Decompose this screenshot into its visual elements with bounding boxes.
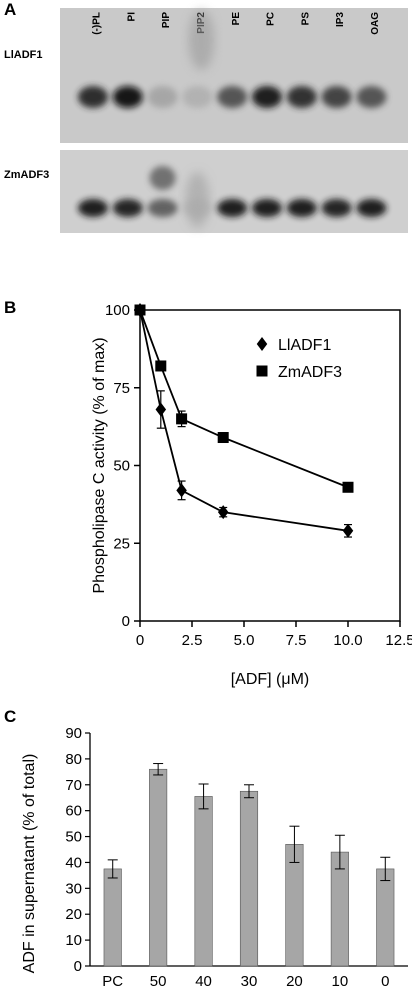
y-axis-label: ADF in supernatant (% of total) — [21, 754, 38, 974]
bar — [103, 868, 122, 967]
data-point-square — [217, 432, 229, 444]
gel-band — [286, 199, 317, 217]
data-point-square — [176, 413, 188, 425]
x-tick-label: 10 — [332, 973, 349, 990]
data-point-diamond — [342, 523, 354, 538]
y-tick-label: 70 — [65, 777, 82, 794]
gel-band — [149, 166, 176, 190]
x-tick-label: 20 — [286, 973, 303, 990]
x-tick-label: 40 — [195, 973, 212, 990]
gel-band — [112, 86, 143, 108]
x-tick-label: 5.0 — [234, 632, 255, 649]
y-tick-label: 50 — [113, 458, 130, 475]
y-tick-label: 25 — [113, 535, 130, 552]
gel-band — [321, 86, 352, 108]
panel-label-a: A — [4, 0, 17, 19]
x-tick-label: 30 — [241, 973, 258, 990]
gel-band — [217, 86, 248, 108]
x-tick-label: PC — [102, 973, 123, 990]
gel-lane-label: IP3 — [335, 12, 346, 27]
bar — [376, 868, 395, 967]
panel-label-c: C — [4, 707, 17, 726]
gel-lane-label: PI — [126, 12, 137, 22]
data-point-diamond — [217, 505, 229, 520]
gel-row-label: ZmADF3 — [4, 169, 49, 181]
gel-row-label: LlADF1 — [4, 49, 43, 61]
x-axis-label: [ADF] (μM) — [231, 671, 310, 688]
gel-band — [147, 199, 178, 217]
x-tick-label: 0 — [381, 973, 389, 990]
gel-top-background — [60, 8, 408, 143]
gel-band — [78, 86, 108, 108]
gel-lane-label: PS — [300, 12, 311, 26]
y-tick-label: 100 — [105, 302, 130, 319]
gel-lane-label: OAG — [370, 12, 381, 35]
gel-lane-label: PE — [231, 12, 242, 26]
gel-band — [286, 86, 317, 108]
y-tick-label: 30 — [65, 880, 82, 897]
legend-label: ZmADF3 — [278, 364, 342, 381]
gel-band — [182, 86, 213, 108]
gel-lane-label: PIP — [161, 12, 172, 28]
data-point-diamond — [155, 402, 167, 417]
y-tick-label: 80 — [65, 751, 82, 768]
y-tick-label: 50 — [65, 829, 82, 846]
x-tick-label: 0 — [136, 632, 144, 649]
gel-bottom-background — [60, 150, 408, 233]
data-point-diamond — [256, 337, 268, 351]
y-tick-label: 90 — [65, 725, 82, 742]
bar — [149, 768, 168, 967]
plot-frame — [139, 309, 401, 622]
data-point-square — [134, 304, 146, 316]
gel-band — [356, 199, 387, 217]
bar — [239, 790, 259, 967]
y-tick-label: 0 — [74, 958, 82, 975]
x-tick-label: 10.0 — [333, 632, 362, 649]
gel-lane-label: (-)PL — [92, 12, 103, 35]
gel-lane-label: PC — [266, 12, 277, 26]
x-tick-label: 2.5 — [182, 632, 203, 649]
y-tick-label: 20 — [65, 906, 82, 923]
y-tick-label: 75 — [113, 380, 130, 397]
x-tick-label: 7.5 — [286, 632, 307, 649]
y-tick-label: 10 — [65, 932, 82, 949]
gel-band — [321, 199, 352, 217]
line-chart: 0 25 50 75 100 0 2.5 5.0 7.5 10.0 12.5 [ADF] (μM) Ph… — [91, 302, 412, 688]
gel-band — [356, 86, 387, 108]
gel-band — [78, 199, 108, 217]
panel-label-b: B — [4, 298, 17, 317]
y-tick-label: 0 — [122, 613, 130, 630]
gel-band — [252, 86, 282, 108]
y-axis-label: Phospholipase C activity (% of max) — [91, 337, 108, 593]
legend-label: LlADF1 — [278, 337, 331, 354]
gel-band — [147, 86, 178, 108]
gel-band — [217, 199, 248, 217]
data-point-square — [342, 481, 354, 493]
gel-band — [112, 199, 143, 217]
bar — [194, 796, 213, 967]
y-tick-label: 60 — [65, 803, 82, 820]
gel-smear — [188, 10, 215, 70]
x-tick-label: 12.5 — [385, 632, 412, 649]
bar-chart: 0 10 20 30 40 50 60 70 80 90 ADF in supernatant (%… — [21, 725, 408, 990]
x-tick-label: 50 — [150, 973, 167, 990]
data-point-square — [256, 365, 268, 377]
y-tick-label: 40 — [65, 854, 82, 871]
data-point-square — [155, 360, 167, 372]
gel-smear — [185, 172, 210, 228]
data-point-diamond — [176, 483, 187, 498]
gel-band — [252, 199, 282, 217]
